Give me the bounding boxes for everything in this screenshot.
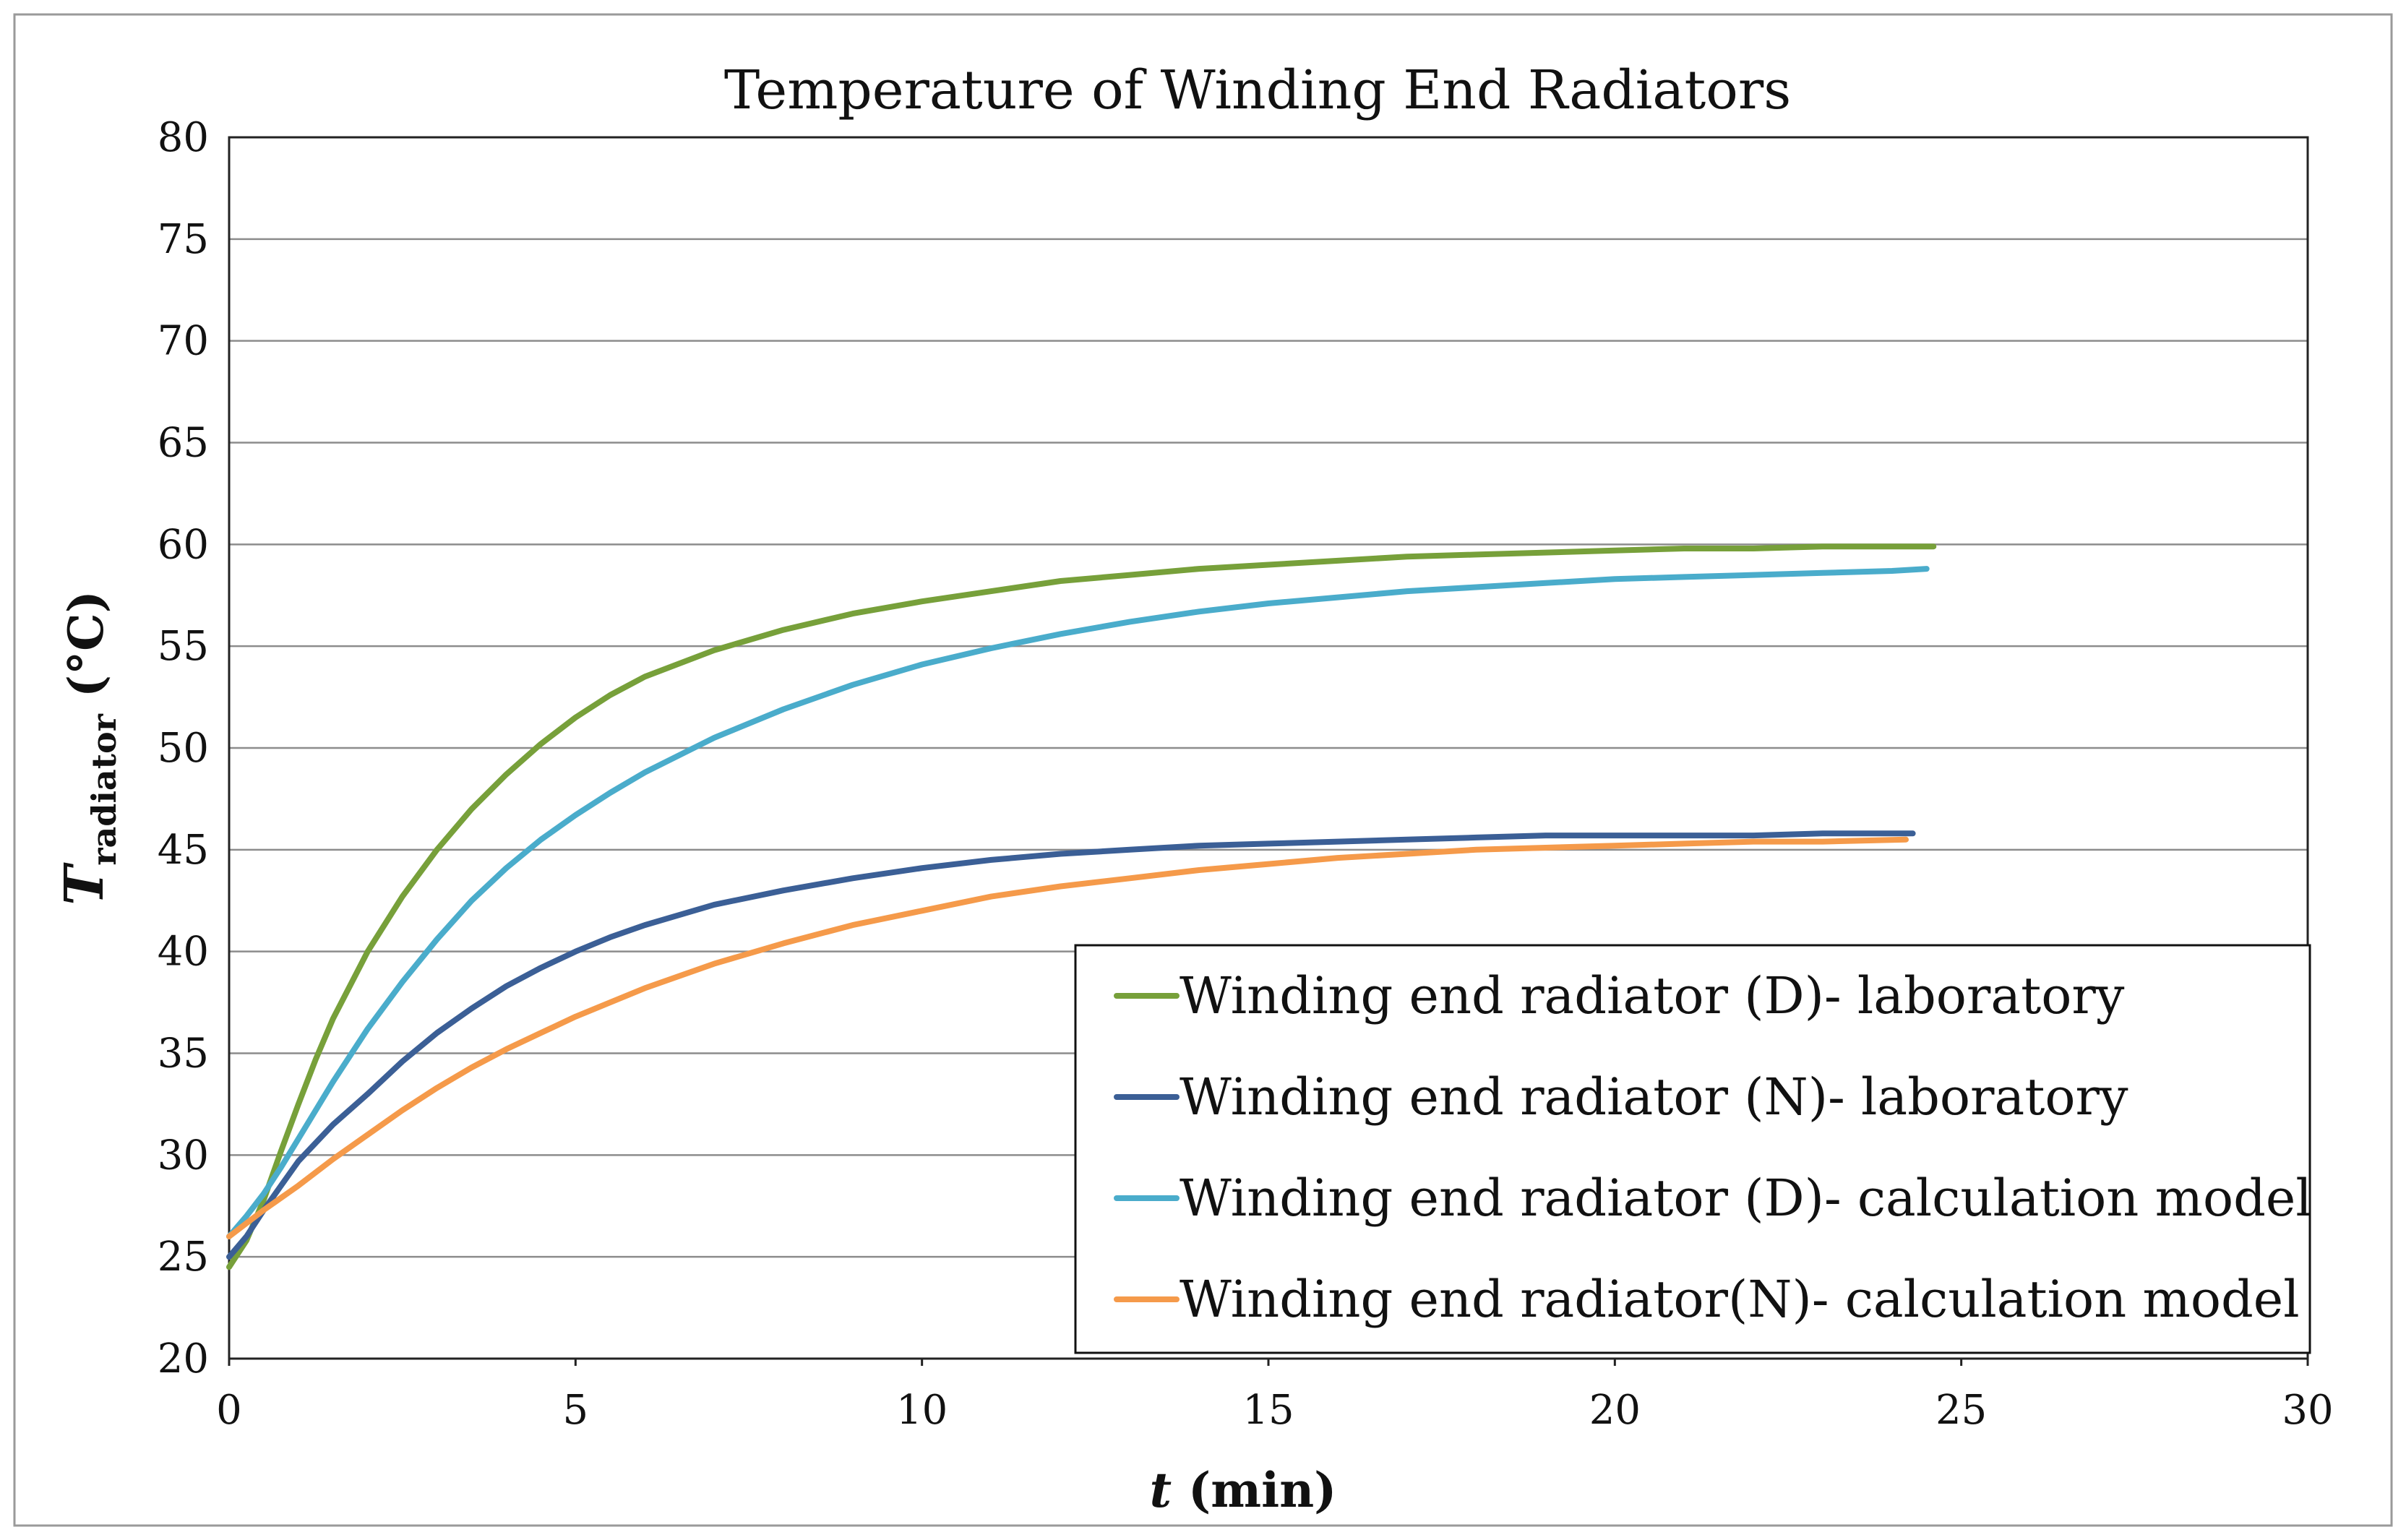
series-line-3 bbox=[226, 566, 1930, 1239]
x-tick-label: 30 bbox=[2282, 1387, 2333, 1434]
y-tick-label: 60 bbox=[158, 521, 209, 568]
x-tick-label: 5 bbox=[563, 1387, 589, 1434]
legend-label-3: Winding end radiator (D)- calculation mo… bbox=[1180, 1169, 2312, 1228]
x-axis-label: t (min) bbox=[1150, 1462, 1337, 1518]
legend-items: Winding end radiator (D)- laboratory Wind… bbox=[1114, 966, 2312, 1329]
y-tick-label: 50 bbox=[158, 725, 209, 772]
x-tick-label: 25 bbox=[1935, 1387, 1987, 1434]
x-axis-label-unit: (min) bbox=[1172, 1462, 1336, 1518]
series-line-2 bbox=[226, 830, 1916, 1260]
series-lines bbox=[226, 543, 1937, 1270]
y-tick-label: 45 bbox=[158, 827, 209, 874]
y-tick-label: 20 bbox=[158, 1335, 209, 1382]
y-tick-label: 70 bbox=[158, 318, 209, 365]
x-axis-label-symbol: t bbox=[1150, 1462, 1172, 1518]
y-tick-label: 75 bbox=[158, 216, 209, 263]
series-line-4 bbox=[226, 836, 1909, 1239]
chart-title: Temperature of Winding End Radiators bbox=[724, 59, 1791, 121]
legend: Winding end radiator (D)- laboratory Wind… bbox=[1074, 944, 2312, 1354]
y-axis-label-unit: (°C) bbox=[58, 590, 114, 714]
y-axis-label-subscript: radiator bbox=[85, 713, 124, 865]
x-tick-label: 20 bbox=[1589, 1387, 1641, 1434]
y-tick-label: 40 bbox=[158, 929, 209, 976]
y-tick-label: 55 bbox=[158, 623, 209, 670]
series-line-1 bbox=[226, 543, 1937, 1270]
legend-label-4: Winding end radiator(N)- calculation mod… bbox=[1180, 1270, 2300, 1329]
y-axis-label: Tradiator (°C) bbox=[53, 590, 124, 905]
x-tick-label: 15 bbox=[1242, 1387, 1294, 1434]
legend-label-1: Winding end radiator (D)- laboratory bbox=[1180, 966, 2125, 1025]
legend-label-2: Winding end radiator (N)- laboratory bbox=[1180, 1067, 2128, 1127]
y-tick-labels: 20 25 30 35 40 45 50 55 60 65 70 75 80 bbox=[158, 114, 209, 1382]
x-tick-label: 0 bbox=[216, 1387, 242, 1434]
y-tick-label: 25 bbox=[158, 1234, 209, 1281]
x-tick-label: 10 bbox=[896, 1387, 948, 1434]
x-tick-labels: 0 5 10 15 20 25 30 bbox=[216, 1359, 2334, 1434]
y-tick-label: 65 bbox=[158, 420, 209, 467]
y-tick-label: 80 bbox=[158, 114, 209, 161]
y-axis-label-symbol: T bbox=[53, 862, 116, 905]
y-tick-label: 35 bbox=[158, 1031, 209, 1077]
y-tick-label: 30 bbox=[158, 1132, 209, 1179]
legend-box bbox=[1074, 944, 2311, 1354]
